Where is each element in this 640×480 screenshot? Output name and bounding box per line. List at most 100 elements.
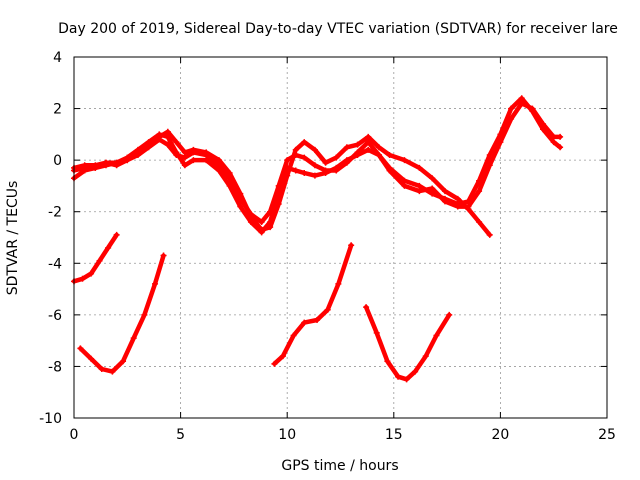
data-point — [102, 159, 109, 166]
data-point — [333, 167, 340, 174]
data-point — [113, 231, 120, 238]
data-point — [301, 154, 308, 161]
data-point — [416, 182, 423, 189]
data-point — [416, 188, 423, 195]
data-point — [375, 151, 382, 158]
data-point — [486, 162, 493, 169]
data-point — [190, 157, 197, 164]
axis-ticks: 0 5 10 15 20 25 -10 -8 -6 -4 -2 0 2 4 — [39, 50, 616, 443]
data-point — [267, 208, 274, 215]
data-point — [529, 105, 536, 112]
y-tick-label: -6 — [48, 308, 62, 324]
data-point — [160, 252, 167, 259]
data-point — [314, 317, 321, 324]
data-point — [190, 149, 197, 156]
chart-title: Day 200 of 2019, Sidereal Day-to-day VTE… — [58, 21, 618, 37]
data-point — [164, 141, 171, 148]
plot-frame — [73, 56, 608, 419]
data-point — [476, 219, 483, 226]
data-point — [348, 242, 355, 249]
data-point — [343, 144, 350, 151]
data-point — [130, 335, 137, 342]
y-tick-label: 2 — [53, 102, 62, 118]
data-point — [433, 332, 440, 339]
data-point — [324, 306, 331, 313]
data-point — [311, 162, 318, 169]
data-point — [237, 203, 244, 210]
series-lower-seg-4 — [363, 304, 453, 383]
x-tick-label: 15 — [385, 427, 403, 443]
data-point — [258, 219, 265, 226]
grid-lines — [74, 57, 607, 418]
data-point — [311, 172, 318, 179]
data-point — [292, 167, 299, 174]
data-point — [454, 203, 461, 210]
data-point — [301, 319, 308, 326]
data-point — [497, 139, 504, 146]
data-point — [105, 244, 112, 251]
data-point — [550, 133, 557, 140]
data-point — [401, 182, 408, 189]
data-point — [247, 219, 254, 226]
data-point — [267, 219, 274, 226]
data-point — [429, 185, 436, 192]
data-point — [120, 358, 127, 365]
data-point — [226, 175, 233, 182]
data-point — [301, 170, 308, 177]
data-point — [88, 355, 95, 362]
data-point — [335, 280, 342, 287]
x-tick-label: 20 — [491, 427, 509, 443]
data-point — [363, 304, 370, 311]
y-tick-label: 0 — [53, 153, 62, 169]
data-point — [181, 149, 188, 156]
data-point — [141, 311, 148, 318]
data-point — [92, 162, 99, 169]
data-point — [441, 188, 448, 195]
y-tick-label: -8 — [48, 359, 62, 375]
data-point — [152, 280, 159, 287]
x-axis-label: GPS time / hours — [281, 458, 398, 474]
data-point — [284, 157, 291, 164]
data-point — [301, 139, 308, 146]
data-point — [181, 154, 188, 161]
data-point — [395, 373, 402, 380]
y-axis-label: SDTVAR / TECUs — [5, 181, 21, 296]
data-point — [156, 136, 163, 143]
x-tick-label: 5 — [176, 427, 185, 443]
y-tick-label: -10 — [39, 411, 62, 427]
data-point — [181, 162, 188, 169]
data-point — [365, 146, 372, 153]
x-tick-label: 25 — [598, 427, 616, 443]
series-lower-seg-3 — [271, 242, 355, 367]
data-point — [258, 229, 265, 236]
data-point — [113, 162, 120, 169]
data-point — [81, 162, 88, 169]
series-line — [272, 242, 354, 367]
data-point — [373, 329, 380, 336]
data-point — [124, 157, 131, 164]
data-point — [386, 151, 393, 158]
data-point — [292, 151, 299, 158]
data-point — [557, 144, 564, 151]
data-point — [354, 149, 361, 156]
data-point — [311, 146, 318, 153]
data-point — [446, 311, 453, 318]
data-point — [550, 139, 557, 146]
data-point — [540, 121, 547, 128]
data-point — [134, 146, 141, 153]
data-point — [109, 368, 116, 375]
data-point — [275, 182, 282, 189]
y-tick-label: -2 — [48, 205, 62, 221]
data-point — [215, 157, 222, 164]
data-point — [173, 139, 180, 146]
data-point — [508, 115, 515, 122]
data-point — [401, 157, 408, 164]
data-point — [465, 203, 472, 210]
data-point — [365, 133, 372, 140]
data-point — [422, 353, 429, 360]
data-point — [164, 128, 171, 135]
data-point — [454, 195, 461, 202]
data-point — [403, 376, 410, 383]
data-point — [375, 144, 382, 151]
